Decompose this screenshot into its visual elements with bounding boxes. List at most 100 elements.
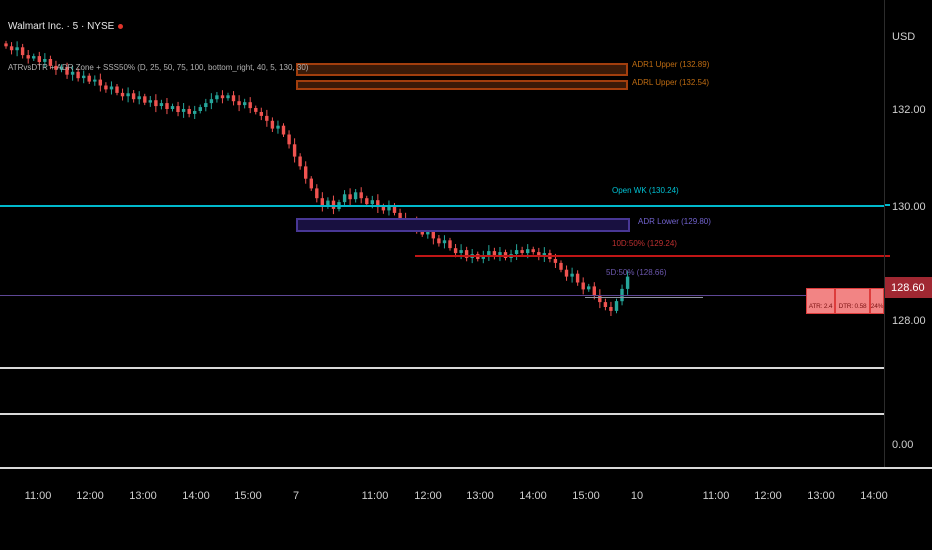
candle	[126, 87, 130, 103]
candle	[20, 43, 25, 59]
candle	[281, 123, 286, 137]
candle	[353, 189, 358, 203]
candle	[248, 97, 252, 114]
pane-separator[interactable]	[0, 413, 932, 415]
candle	[98, 73, 102, 92]
candle	[54, 60, 58, 75]
ten-day-axis-tick	[885, 255, 890, 257]
candle	[198, 104, 202, 114]
candle	[315, 184, 319, 203]
last-price-badge: 128.60	[885, 277, 932, 298]
dtr-stat-box: DTR: 0.58	[835, 288, 870, 314]
candle	[320, 192, 324, 212]
last-price-line	[585, 297, 703, 298]
candle	[15, 41, 19, 57]
candle	[209, 93, 214, 110]
open-week-label: Open WK (130.24)	[612, 186, 679, 195]
adrl-upper-label: ADRL Upper (132.54)	[632, 78, 710, 87]
pane-separator[interactable]	[0, 467, 932, 469]
candle	[287, 130, 291, 149]
time-axis-label: 14:00	[182, 490, 210, 502]
candle	[59, 64, 64, 73]
candle	[154, 94, 158, 113]
ten-day-50pct-label: 10D:50% (129.24)	[612, 239, 677, 248]
candle	[581, 277, 585, 295]
candle	[220, 90, 225, 104]
candle	[603, 298, 608, 311]
candle	[104, 82, 108, 93]
candle	[76, 68, 80, 82]
candle	[598, 289, 602, 309]
time-axis-label: 14:00	[860, 490, 888, 502]
time-axis-label: 7	[292, 490, 300, 502]
candle	[359, 187, 363, 204]
candle	[259, 107, 263, 121]
time-axis-label: 12:00	[76, 490, 104, 502]
indicator-legend[interactable]: ATRvsDTR + ADR Zone + SSS50% (D, 25, 50,…	[8, 63, 309, 72]
price-tick-128: 128.00	[892, 315, 926, 327]
price-axis[interactable]: USD 132.00 130.00 128.60 128.00 0.00	[884, 0, 932, 467]
candle	[131, 90, 136, 103]
candle	[226, 92, 230, 101]
indicator-pane-1[interactable]	[0, 369, 884, 413]
main-chart-pane[interactable]: ADR1 Upper (132.89) ADRL Upper (132.54) …	[0, 0, 884, 367]
market-status-dot	[118, 23, 124, 29]
candle	[442, 235, 447, 249]
five-day-50pct-line	[0, 295, 884, 296]
candle	[148, 96, 152, 107]
time-axis[interactable]: 11:00 12:00 13:00 14:00 15:00 7 11:00 12:00 13:0…	[0, 469, 932, 550]
dtr-atr-percent-box: 24%	[870, 288, 884, 314]
candle	[187, 105, 191, 118]
atr-dtr-stats-panel: ATR: 2.4 DTR: 0.58 24%	[806, 288, 884, 314]
price-tick-132: 132.00	[892, 104, 926, 116]
candle	[9, 42, 14, 55]
candle	[448, 237, 452, 251]
adr1-upper-label: ADR1 Upper (132.89)	[632, 60, 710, 69]
time-axis-label: 11:00	[24, 490, 52, 502]
candle	[365, 195, 369, 207]
candle	[331, 195, 336, 215]
candle	[204, 98, 208, 112]
adrl-upper-zone	[296, 80, 628, 90]
candle	[115, 84, 119, 96]
candlestick-series	[4, 40, 630, 316]
candle	[143, 93, 147, 106]
candle	[254, 105, 258, 115]
time-axis-label: 13:00	[807, 490, 835, 502]
time-axis-label: 11:00	[361, 490, 389, 502]
candle	[137, 91, 141, 105]
atr-stat-box: ATR: 2.4	[806, 288, 835, 314]
candle	[542, 247, 546, 262]
indicator-pane-2[interactable]	[0, 415, 884, 467]
candle	[498, 247, 502, 262]
symbol-legend[interactable]: Walmart Inc. · 5 · NYSE	[8, 21, 124, 32]
candle	[82, 70, 86, 84]
candle	[326, 197, 330, 209]
candle	[304, 161, 308, 184]
open-week-line	[0, 205, 884, 207]
candle	[43, 53, 47, 68]
time-axis-label: 15:00	[572, 490, 600, 502]
candle	[32, 53, 36, 61]
time-axis-label: 13:00	[466, 490, 494, 502]
candle	[614, 298, 619, 314]
candle	[4, 40, 8, 49]
candle	[26, 50, 30, 64]
candle	[570, 267, 574, 283]
candle	[292, 138, 297, 163]
candle	[298, 153, 302, 170]
candle	[609, 301, 613, 316]
candle	[625, 270, 630, 295]
time-axis-label: 11:00	[702, 490, 730, 502]
adr-lower-zone	[296, 218, 630, 232]
candle	[193, 105, 197, 119]
candle	[120, 88, 125, 101]
candle	[243, 98, 247, 109]
candle	[109, 81, 114, 95]
candle	[520, 246, 524, 257]
candle	[309, 176, 313, 191]
candle	[342, 190, 347, 207]
pane-separator[interactable]	[0, 367, 932, 369]
candle	[531, 246, 535, 255]
